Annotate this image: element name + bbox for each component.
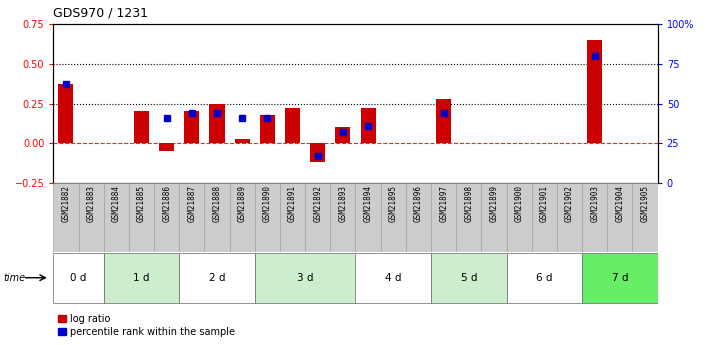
Bar — [285, 108, 300, 143]
Bar — [607, 183, 633, 252]
Text: GSM21892: GSM21892 — [314, 185, 322, 222]
Bar — [230, 183, 255, 252]
Bar — [255, 253, 356, 303]
Bar — [336, 127, 351, 143]
Bar — [159, 143, 174, 151]
Text: GSM21893: GSM21893 — [338, 185, 348, 222]
Text: 1 d: 1 d — [133, 273, 150, 283]
Bar — [53, 253, 104, 303]
Bar — [310, 143, 325, 162]
Bar — [506, 183, 532, 252]
Bar — [58, 85, 73, 143]
Bar — [179, 183, 205, 252]
Text: GDS970 / 1231: GDS970 / 1231 — [53, 7, 149, 20]
Text: GSM21882: GSM21882 — [61, 185, 70, 222]
Text: 6 d: 6 d — [536, 273, 552, 283]
Text: GSM21887: GSM21887 — [187, 185, 196, 222]
Bar — [587, 40, 602, 143]
Text: GSM21904: GSM21904 — [616, 185, 624, 222]
Bar — [380, 183, 406, 252]
Bar — [280, 183, 305, 252]
Bar — [129, 183, 154, 252]
Bar — [134, 111, 149, 143]
Bar — [431, 253, 506, 303]
Bar — [406, 183, 431, 252]
Text: GSM21885: GSM21885 — [137, 185, 146, 222]
Bar — [331, 183, 356, 252]
Bar — [305, 183, 331, 252]
Text: GSM21890: GSM21890 — [263, 185, 272, 222]
Bar — [557, 183, 582, 252]
Bar — [154, 183, 179, 252]
Text: GSM21899: GSM21899 — [489, 185, 498, 222]
Text: GSM21901: GSM21901 — [540, 185, 549, 222]
Bar — [456, 183, 481, 252]
Bar — [104, 183, 129, 252]
Bar — [184, 111, 199, 143]
Bar — [53, 183, 78, 252]
Bar — [210, 104, 225, 143]
Bar — [235, 139, 250, 143]
Text: GSM21894: GSM21894 — [363, 185, 373, 222]
Bar — [481, 183, 506, 252]
Bar — [360, 108, 375, 143]
Text: GSM21898: GSM21898 — [464, 185, 474, 222]
Text: GSM21886: GSM21886 — [162, 185, 171, 222]
Bar — [255, 183, 280, 252]
Bar — [431, 183, 456, 252]
Text: GSM21903: GSM21903 — [590, 185, 599, 222]
Text: GSM21889: GSM21889 — [237, 185, 247, 222]
Text: GSM21897: GSM21897 — [439, 185, 448, 222]
Bar — [104, 253, 179, 303]
Bar — [532, 183, 557, 252]
Bar — [506, 253, 582, 303]
Text: GSM21900: GSM21900 — [515, 185, 524, 222]
Text: GSM21888: GSM21888 — [213, 185, 222, 222]
Text: 4 d: 4 d — [385, 273, 402, 283]
Bar — [582, 253, 658, 303]
Text: GSM21895: GSM21895 — [389, 185, 397, 222]
Text: 5 d: 5 d — [461, 273, 477, 283]
Text: 0 d: 0 d — [70, 273, 87, 283]
Bar — [205, 183, 230, 252]
Text: 2 d: 2 d — [209, 273, 225, 283]
Bar — [78, 183, 104, 252]
Bar — [356, 183, 380, 252]
Text: 7 d: 7 d — [611, 273, 628, 283]
Bar — [436, 99, 451, 143]
Text: GSM21883: GSM21883 — [87, 185, 95, 222]
Text: time: time — [4, 273, 26, 283]
Bar — [356, 253, 431, 303]
Text: GSM21891: GSM21891 — [288, 185, 297, 222]
Bar — [260, 115, 275, 143]
Legend: log ratio, percentile rank within the sample: log ratio, percentile rank within the sa… — [58, 314, 235, 337]
Bar — [179, 253, 255, 303]
Text: 3 d: 3 d — [297, 273, 314, 283]
Bar — [633, 183, 658, 252]
Text: GSM21896: GSM21896 — [414, 185, 423, 222]
Bar — [582, 183, 607, 252]
Text: GSM21902: GSM21902 — [565, 185, 574, 222]
Text: GSM21884: GSM21884 — [112, 185, 121, 222]
Text: GSM21905: GSM21905 — [641, 185, 650, 222]
